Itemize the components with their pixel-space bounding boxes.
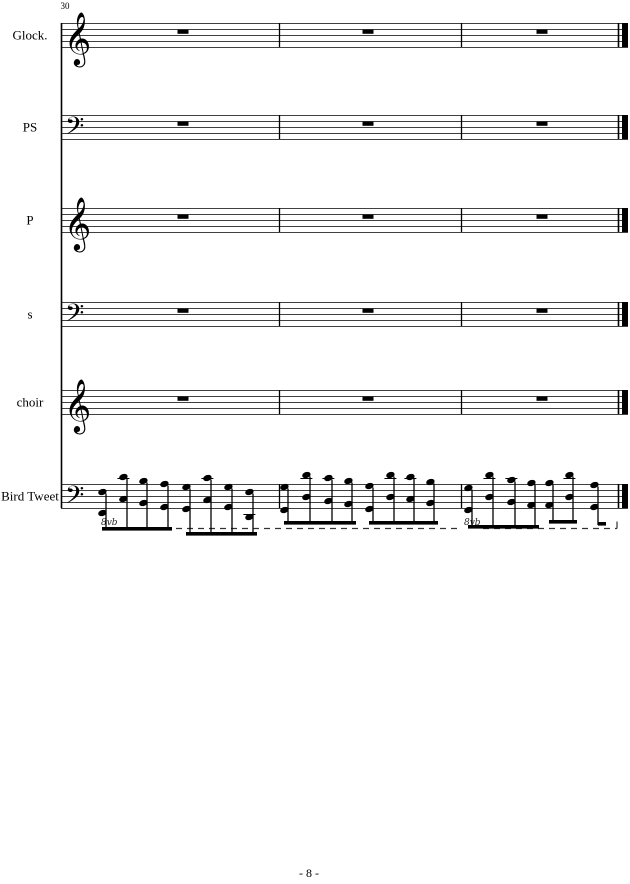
treble-clef-icon: 𝄞: [64, 196, 91, 252]
notehead: [485, 471, 494, 479]
bass-clef-icon: 𝄢: [65, 299, 84, 334]
notehead: [280, 483, 289, 491]
final-barline-thick: [622, 390, 628, 414]
final-barline-thick: [622, 23, 628, 47]
notehead: [507, 476, 516, 484]
notehead: [507, 498, 516, 506]
beam: [186, 532, 257, 536]
notehead: [324, 474, 333, 482]
final-barline-thick: [622, 115, 628, 139]
whole-rest: [177, 214, 189, 219]
beam: [468, 525, 539, 529]
notehead: [203, 474, 212, 482]
bass-clef-icon: 𝄢: [65, 112, 84, 147]
notehead: [182, 505, 191, 513]
notehead: [527, 501, 536, 509]
notehead: [119, 495, 128, 503]
notehead: [365, 482, 374, 490]
staff-label-p: P: [26, 213, 33, 228]
whole-rest: [362, 308, 374, 313]
bass-clef-icon: 𝄢: [65, 481, 84, 516]
notehead: [119, 473, 128, 481]
notehead: [280, 506, 289, 514]
beam: [284, 521, 356, 525]
notehead: [224, 483, 233, 491]
notehead: [464, 484, 473, 492]
notehead: [324, 497, 333, 505]
beam: [369, 521, 438, 525]
page-number: - 8 -: [299, 866, 319, 880]
notehead: [245, 488, 254, 496]
staff-label-glock: Glock.: [12, 28, 47, 43]
notehead: [344, 477, 353, 485]
notehead: [98, 488, 107, 496]
notehead: [426, 499, 435, 507]
ottava-label: 8vb: [101, 518, 118, 528]
notehead: [386, 493, 395, 501]
whole-rest: [362, 396, 374, 401]
whole-rest: [536, 214, 548, 219]
notehead: [302, 471, 311, 479]
notehead: [565, 493, 574, 501]
staff-label-s: s: [27, 307, 32, 322]
final-barline-thick: [622, 484, 628, 508]
notehead: [160, 480, 169, 488]
notehead: [386, 471, 395, 479]
notehead: [527, 479, 536, 487]
whole-rest: [362, 214, 374, 219]
notehead: [464, 506, 473, 514]
whole-rest: [177, 396, 189, 401]
beam: [102, 527, 172, 531]
notehead: [590, 481, 599, 489]
notehead: [182, 483, 191, 491]
notehead: [426, 478, 435, 486]
staff-label-bird-tweet: Bird Tweet: [1, 489, 59, 504]
notehead: [139, 477, 148, 485]
whole-rest: [536, 308, 548, 313]
notehead: [98, 509, 107, 517]
treble-clef-icon: 𝄞: [64, 11, 91, 67]
notehead: [406, 495, 415, 503]
staff-label-choir: choir: [17, 395, 44, 410]
measure-number: 30: [61, 1, 71, 11]
whole-rest: [362, 121, 374, 126]
notehead: [160, 503, 169, 511]
notehead: [406, 473, 415, 481]
notehead: [224, 503, 233, 511]
whole-rest: [536, 29, 548, 34]
notehead: [485, 493, 494, 501]
staff-label-ps: PS: [23, 120, 37, 135]
notehead: [203, 496, 212, 504]
notehead: [245, 513, 254, 521]
notehead: [365, 505, 374, 513]
notehead: [302, 493, 311, 501]
whole-rest: [536, 396, 548, 401]
whole-rest: [177, 308, 189, 313]
whole-rest: [177, 29, 189, 34]
whole-rest: [362, 29, 374, 34]
notehead: [565, 471, 574, 479]
notehead: [545, 501, 554, 509]
treble-clef-icon: 𝄞: [64, 378, 91, 434]
beam: [549, 520, 577, 524]
notehead: [139, 499, 148, 507]
whole-rest: [536, 121, 548, 126]
whole-rest: [177, 121, 189, 126]
beam: [598, 522, 606, 526]
final-barline-thick: [622, 208, 628, 232]
notehead: [590, 503, 599, 511]
notehead: [344, 500, 353, 508]
notehead: [545, 479, 554, 487]
final-barline-thick: [622, 302, 628, 326]
